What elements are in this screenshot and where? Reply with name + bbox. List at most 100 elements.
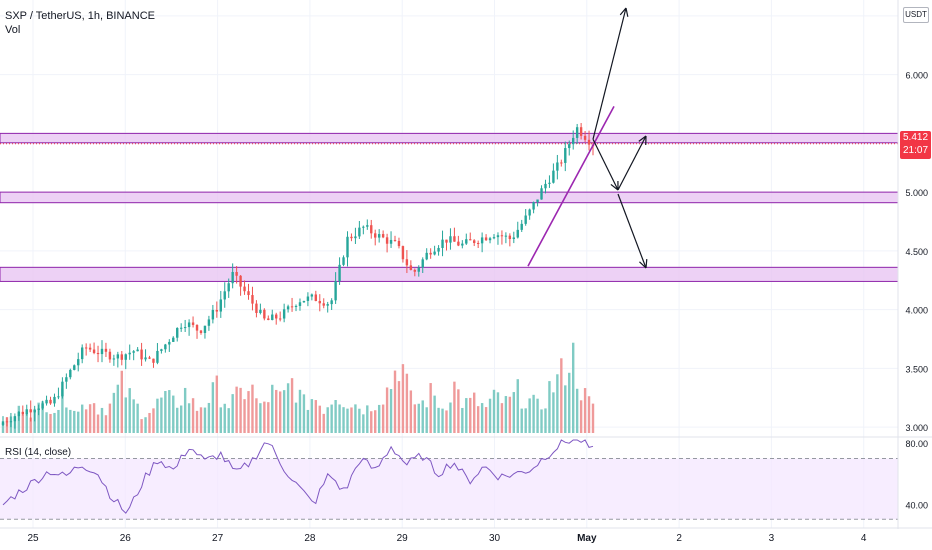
candle-body [112, 358, 116, 360]
volume-bar [536, 398, 539, 433]
price-tick-label: 4.000 [905, 306, 928, 316]
currency-badge[interactable]: USDT [903, 7, 929, 23]
volume-bar [100, 407, 104, 433]
candle-body [504, 235, 508, 237]
candle-body [25, 409, 28, 415]
candle-body [29, 409, 32, 413]
candle-body [199, 330, 203, 333]
candle-body [298, 302, 302, 306]
candle-body [528, 209, 531, 216]
candle-body [397, 240, 401, 247]
volume-bar [528, 398, 531, 433]
arrow-retest-up [617, 135, 647, 191]
volume-bar [112, 392, 116, 433]
rsi-legend: RSI (14, close) [5, 447, 72, 458]
volume-bar [568, 372, 571, 433]
volume-bar [480, 403, 484, 433]
candle-body [247, 291, 250, 296]
volume-bar [239, 387, 242, 433]
volume-bar [346, 408, 349, 433]
candle-body [41, 403, 44, 409]
candle-body [172, 337, 175, 342]
candle-body [104, 348, 108, 352]
trendline [527, 105, 615, 267]
volume-bar [393, 370, 397, 433]
volume-bar [148, 412, 151, 433]
candle-body [484, 237, 488, 241]
candle-body [100, 348, 104, 355]
volume-bar [579, 400, 583, 433]
volume-bar [124, 397, 127, 433]
candle-body [9, 421, 13, 423]
candle-body [176, 328, 179, 338]
volume-bar [465, 398, 468, 433]
candle-body [433, 251, 436, 255]
candle-body [215, 309, 219, 312]
price-tick-label: 6.000 [905, 71, 928, 81]
arrow-down-to-zone [592, 138, 619, 191]
candle-body [342, 257, 345, 265]
time-tick-label: May [577, 533, 597, 544]
volume-bar [397, 381, 401, 433]
candle-body [492, 237, 496, 239]
volume-bar [421, 400, 424, 433]
candle-body [520, 223, 523, 230]
candle-body [512, 237, 516, 240]
volume-bar [389, 389, 393, 433]
volume-bar [227, 408, 230, 433]
volume-bar [168, 390, 171, 433]
candle-body [278, 318, 282, 320]
volume-bar [512, 392, 516, 433]
symbol-title: SXP / TetherUS, 1h, BINANCE [5, 10, 155, 22]
current-price-tag: 5.412 21:07 [900, 131, 931, 159]
candle-body [488, 238, 492, 241]
rsi-tick-label: 40.00 [905, 501, 928, 511]
candle-body [401, 246, 405, 260]
volume-bar [385, 387, 389, 433]
candle-body [556, 162, 559, 171]
arrow-down-to-support-head-a [639, 261, 647, 269]
candle-body [354, 236, 357, 239]
candle-body [330, 300, 333, 305]
candle-body [306, 296, 310, 301]
time-tick-label: 26 [120, 533, 132, 544]
volume-bar [461, 407, 464, 433]
volume-bar [520, 408, 523, 433]
time-tick-label: 25 [27, 533, 39, 544]
volume-bar [203, 407, 207, 433]
candlesticks [1, 122, 595, 429]
candle-body [267, 318, 270, 321]
candle-body [13, 416, 17, 422]
volume-bar [425, 407, 428, 433]
volume-bar [377, 404, 381, 433]
candle-body [116, 354, 120, 359]
candle-body [187, 322, 191, 328]
arrow-up-target-head-a [625, 7, 629, 17]
candle-body [148, 357, 151, 359]
chart-legend: SXP / TetherUS, 1h, BINANCE Vol [5, 9, 155, 37]
candle-body [33, 410, 36, 413]
volume-bar [140, 419, 143, 433]
volume-bar [484, 407, 488, 433]
candle-body [69, 369, 72, 378]
price-zone [0, 266, 899, 282]
volume-bar [544, 408, 547, 433]
candle-body [243, 286, 246, 292]
volume-bars [1, 342, 595, 433]
candle-body [203, 325, 207, 333]
candle-body [362, 226, 365, 228]
volume-bar [290, 378, 294, 433]
time-tick-label: 3 [769, 533, 775, 544]
candle-body [437, 247, 440, 252]
volume-bar [116, 384, 120, 433]
volume-bar [235, 386, 238, 433]
candle-body [496, 235, 500, 238]
candle-body [560, 162, 563, 164]
price-tick-label: 5.000 [905, 188, 928, 198]
candle-body [544, 183, 547, 189]
candle-body [144, 357, 147, 360]
candle-body [37, 408, 40, 411]
volume-bar [120, 370, 123, 433]
